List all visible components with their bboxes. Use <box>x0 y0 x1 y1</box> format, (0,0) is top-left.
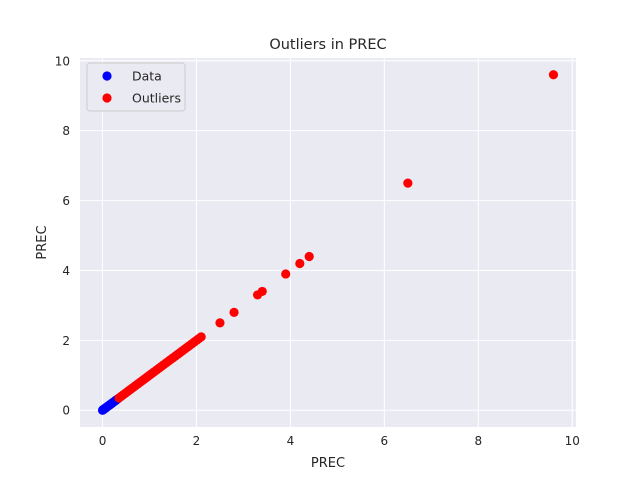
y-tick-label: 2 <box>62 334 70 348</box>
y-tick-label: 4 <box>62 264 70 278</box>
legend-label-outliers: Outliers <box>132 91 181 106</box>
legend: Data Outliers <box>86 62 186 112</box>
legend-label-data: Data <box>132 69 162 84</box>
outliers-point <box>304 251 314 262</box>
outliers-point <box>281 269 291 279</box>
legend-marker-outliers <box>102 93 112 103</box>
chart-title: Outliers in PREC <box>269 37 386 53</box>
outliers-point <box>403 178 413 188</box>
x-axis-label: PREC <box>311 456 345 471</box>
outliers-point <box>257 286 267 297</box>
y-tick-label: 8 <box>62 124 70 138</box>
x-tick-labels: 0 2 4 6 8 10 <box>99 434 580 448</box>
x-tick-label: 10 <box>565 434 580 448</box>
outliers-point <box>548 70 559 80</box>
grid-lines <box>80 58 576 427</box>
x-tick-label: 8 <box>474 434 482 448</box>
x-tick-label: 2 <box>193 434 201 448</box>
legend-box <box>86 62 186 112</box>
y-tick-label: 10 <box>55 54 70 68</box>
y-tick-label: 0 <box>62 404 70 418</box>
data-points <box>97 70 559 415</box>
x-tick-label: 4 <box>287 434 295 448</box>
outliers-point <box>215 318 225 328</box>
x-tick-label: 0 <box>99 434 107 448</box>
outliers-point <box>196 332 206 342</box>
legend-marker-data <box>102 71 112 81</box>
outliers-point <box>229 307 239 317</box>
y-tick-label: 6 <box>62 194 70 208</box>
outliers-point <box>295 258 305 269</box>
y-tick-labels: 0 2 4 6 8 10 <box>55 54 70 417</box>
y-axis-label: PREC <box>35 225 50 259</box>
x-tick-label: 6 <box>381 434 389 448</box>
